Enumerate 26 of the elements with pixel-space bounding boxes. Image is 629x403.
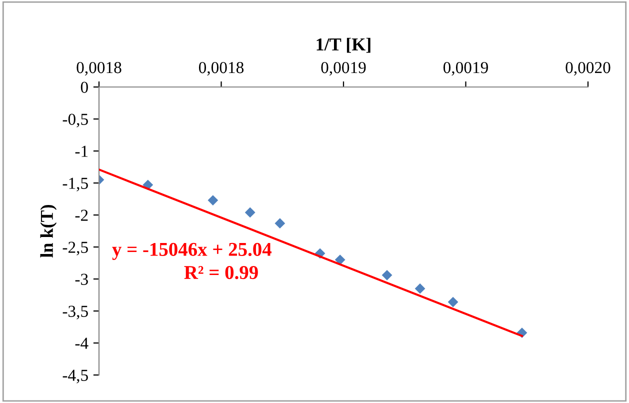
point xyxy=(334,254,346,265)
annotation: R² = 0.99 xyxy=(184,266,258,280)
y-tick-label: -1,5 xyxy=(62,178,88,192)
y-tick-label: -2 xyxy=(75,210,88,221)
x-axis-title: 1/T [K] xyxy=(316,38,370,53)
y-tick-label: 0 xyxy=(80,82,88,93)
y-axis-title: ln k(T) xyxy=(40,204,57,258)
annotation: y = -15046x + 25.04 xyxy=(112,242,272,260)
x-tick-label: 0,0018 xyxy=(198,62,244,76)
x-tick-label: 0,0020 xyxy=(566,62,610,76)
y-tick-label: -1 xyxy=(75,146,88,157)
point xyxy=(274,218,286,229)
point xyxy=(208,195,218,206)
point xyxy=(448,296,458,308)
point xyxy=(244,207,256,218)
x-tick-label: 0,0018 xyxy=(76,62,122,76)
y-tick-label: -3,5 xyxy=(62,306,88,320)
point xyxy=(382,270,392,280)
y-tick-label: -4,5 xyxy=(62,370,88,384)
x-tick-label: 0,0019 xyxy=(443,62,488,76)
y-tick-label: -4 xyxy=(75,338,88,349)
y-tick-label: -0,5 xyxy=(62,114,88,128)
y-tick-label: -2,5 xyxy=(62,242,88,256)
y-tick-label: -3 xyxy=(75,274,88,285)
point xyxy=(414,283,426,294)
x-tick-label: 0,0019 xyxy=(321,62,366,76)
